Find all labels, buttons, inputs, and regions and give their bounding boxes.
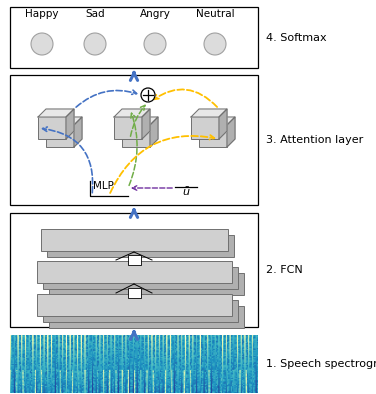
Text: 3. Attention layer: 3. Attention layer (266, 135, 363, 145)
FancyBboxPatch shape (10, 7, 258, 68)
Text: MLP: MLP (93, 181, 114, 191)
Polygon shape (74, 117, 82, 147)
FancyBboxPatch shape (191, 117, 219, 139)
FancyBboxPatch shape (122, 125, 150, 147)
FancyBboxPatch shape (49, 306, 244, 328)
FancyBboxPatch shape (199, 125, 227, 147)
FancyBboxPatch shape (10, 213, 258, 327)
Circle shape (84, 33, 106, 55)
Polygon shape (227, 117, 235, 147)
Text: Happy: Happy (25, 9, 59, 19)
Polygon shape (150, 117, 158, 147)
Text: $\bar{u}$: $\bar{u}$ (182, 186, 190, 198)
Polygon shape (199, 117, 235, 125)
FancyBboxPatch shape (46, 125, 74, 147)
Polygon shape (66, 109, 74, 139)
Polygon shape (122, 117, 158, 125)
Polygon shape (191, 109, 227, 117)
FancyBboxPatch shape (49, 273, 244, 295)
FancyBboxPatch shape (38, 117, 66, 139)
Polygon shape (219, 109, 227, 139)
Circle shape (141, 88, 155, 102)
FancyBboxPatch shape (114, 117, 142, 139)
Text: Angry: Angry (139, 9, 170, 19)
FancyBboxPatch shape (42, 300, 238, 322)
FancyBboxPatch shape (127, 255, 141, 265)
Polygon shape (114, 109, 150, 117)
Text: 4. Softmax: 4. Softmax (266, 32, 327, 43)
FancyBboxPatch shape (47, 235, 233, 257)
Circle shape (31, 33, 53, 55)
FancyBboxPatch shape (127, 288, 141, 298)
Polygon shape (38, 109, 74, 117)
FancyBboxPatch shape (36, 261, 232, 283)
FancyBboxPatch shape (10, 75, 258, 205)
Polygon shape (142, 109, 150, 139)
Text: Neutral: Neutral (196, 9, 234, 19)
Text: Sad: Sad (85, 9, 105, 19)
Text: 1. Speech spectrogram: 1. Speech spectrogram (266, 359, 376, 369)
FancyBboxPatch shape (41, 229, 227, 251)
FancyBboxPatch shape (42, 267, 238, 289)
Text: 2. FCN: 2. FCN (266, 265, 303, 275)
Circle shape (204, 33, 226, 55)
Circle shape (144, 33, 166, 55)
FancyBboxPatch shape (36, 294, 232, 316)
Polygon shape (46, 117, 82, 125)
